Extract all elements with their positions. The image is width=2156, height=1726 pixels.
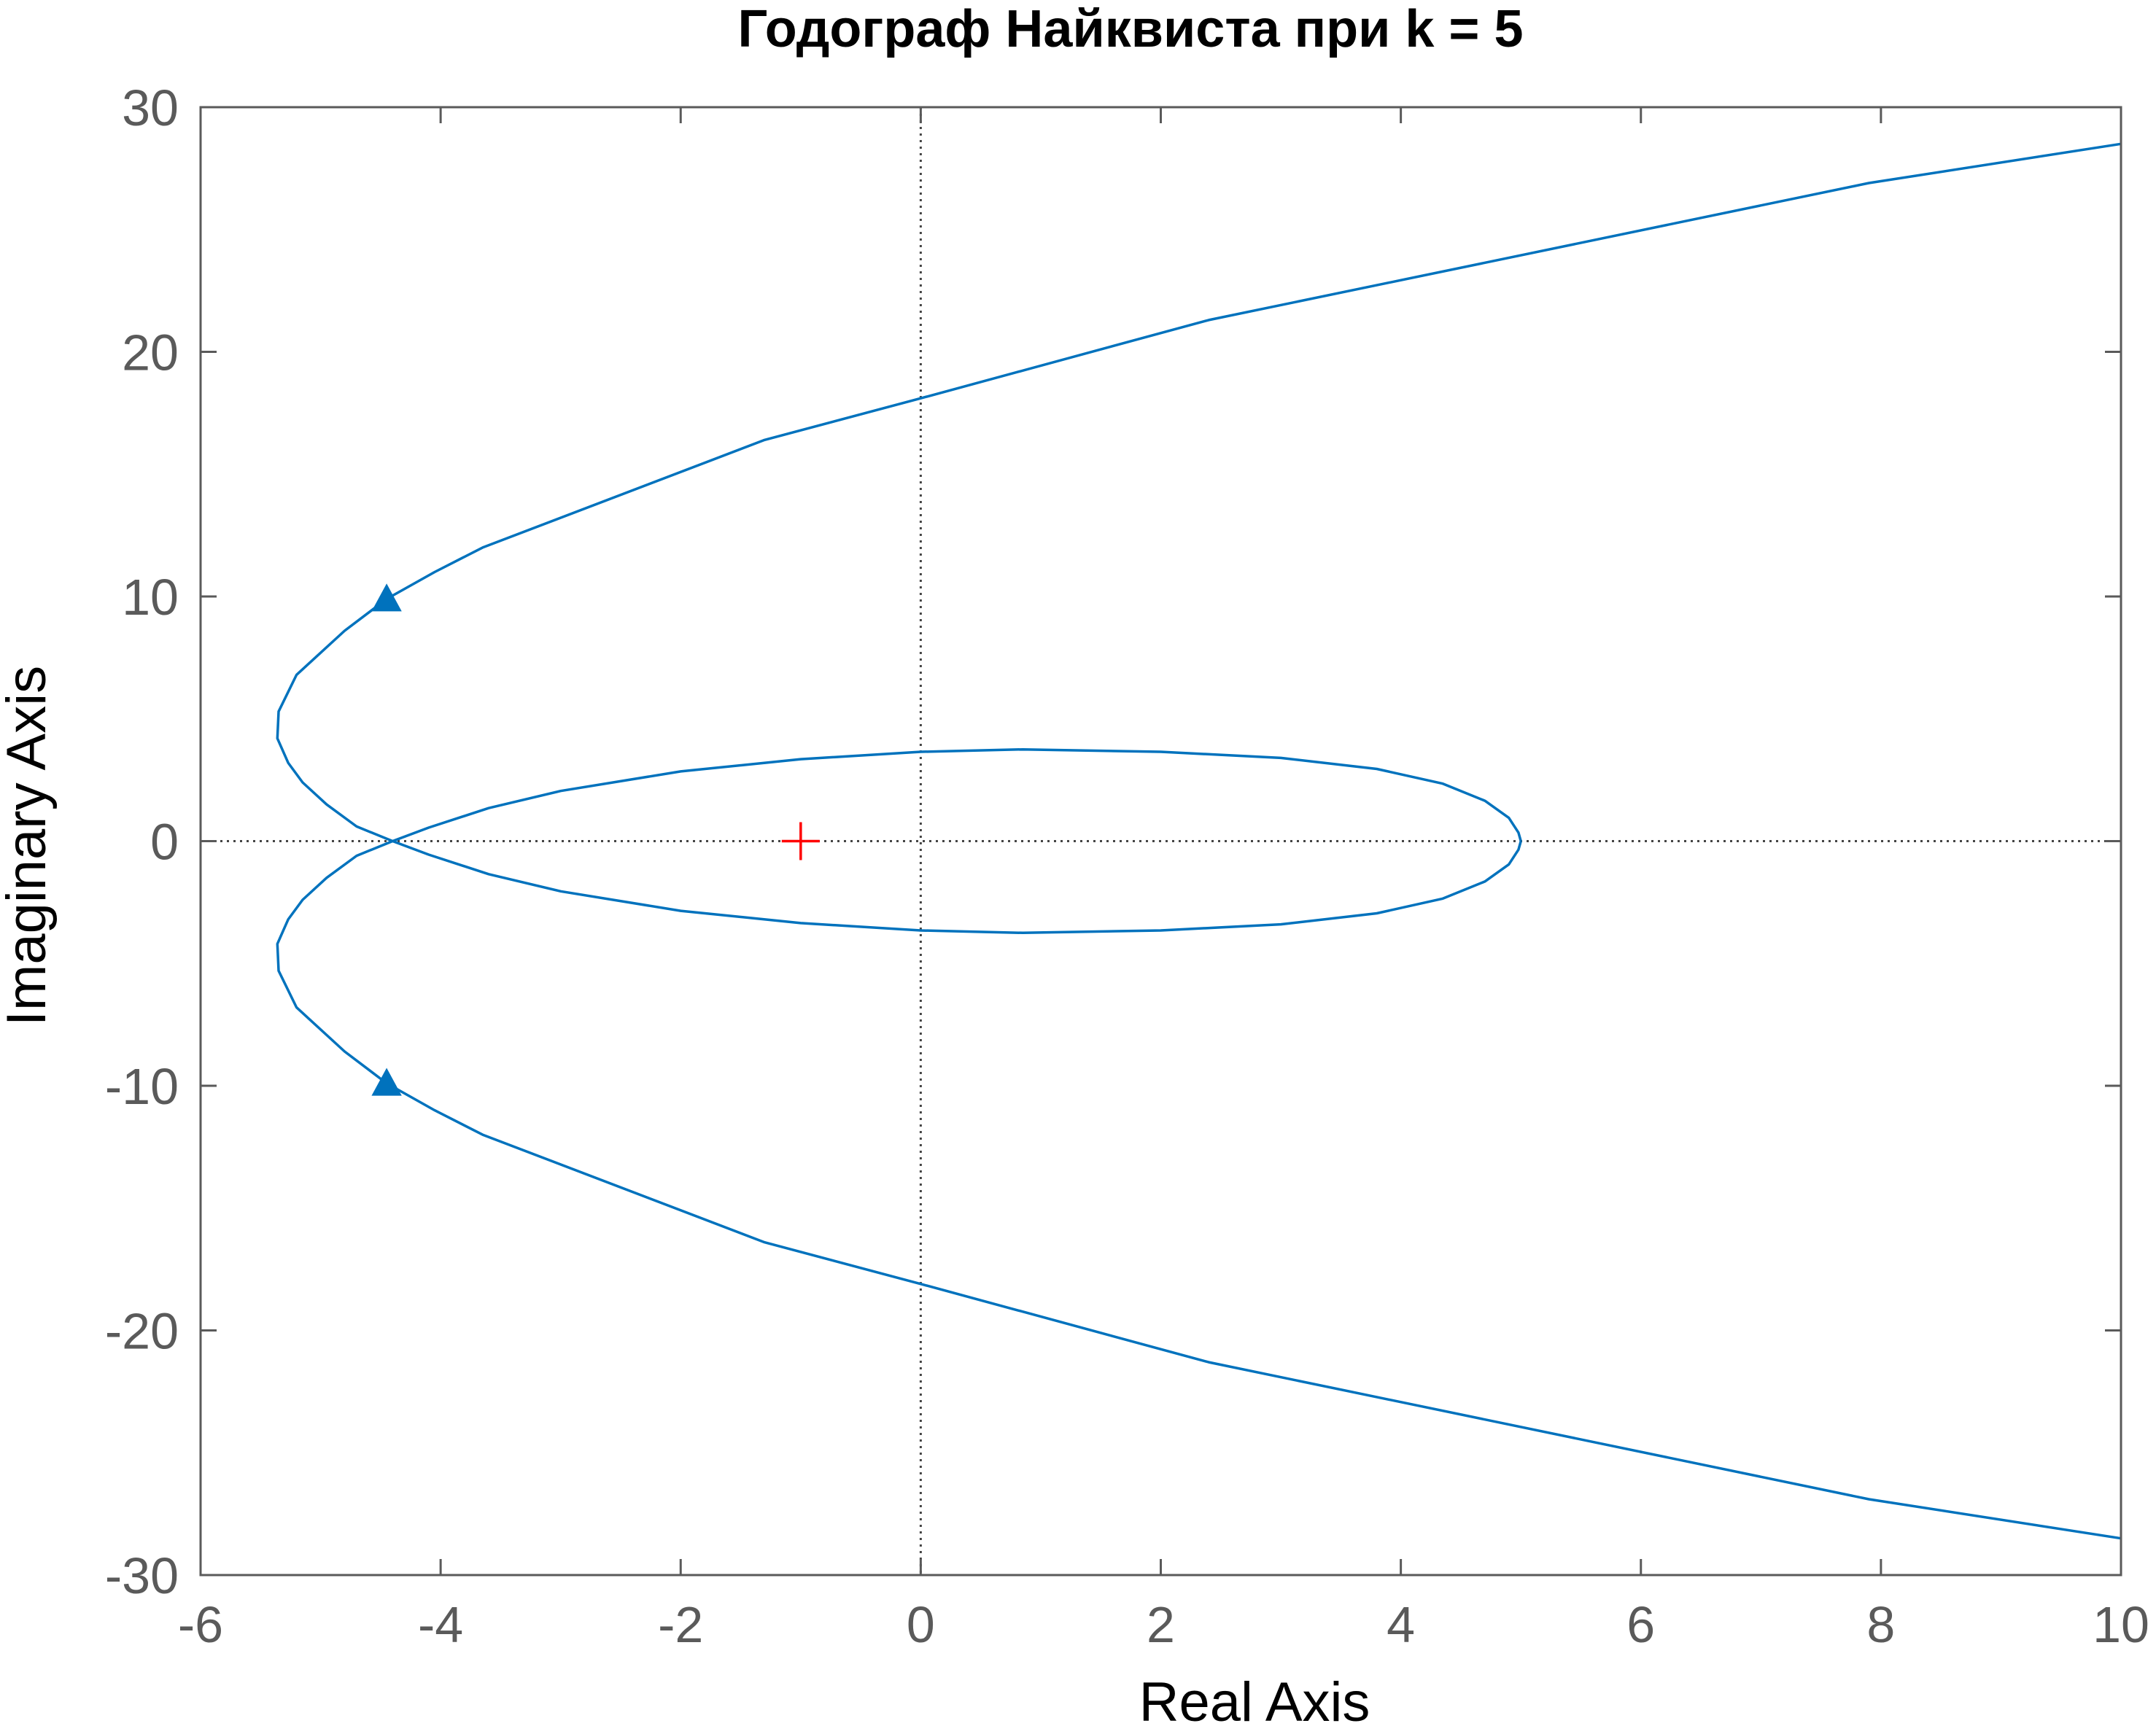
nyquist-curves xyxy=(276,142,2122,1540)
y-tick-label: -30 xyxy=(105,1547,179,1604)
x-tick-label: 10 xyxy=(2093,1596,2149,1653)
x-tick-label: 2 xyxy=(1147,1596,1175,1653)
x-tick-label: 4 xyxy=(1387,1596,1415,1653)
x-tick-label: 0 xyxy=(907,1596,935,1653)
y-tick-label: 30 xyxy=(122,79,179,136)
chart-markers xyxy=(371,583,820,1096)
y-tick-label: -20 xyxy=(105,1303,179,1360)
x-tick-labels: -6 -4 -2 0 2 4 6 8 10 xyxy=(178,1596,2149,1653)
zero-lines xyxy=(201,107,2121,1575)
plot-frame xyxy=(199,106,2122,1577)
plot-area xyxy=(199,106,2122,1577)
critical-point-marker xyxy=(781,822,820,860)
x-tick-label: -2 xyxy=(658,1596,703,1653)
y-tick-labels: -30 -20 -10 0 10 20 30 xyxy=(105,79,179,1604)
x-axis-label: Real Axis xyxy=(1139,1671,1370,1726)
x-tick-label: -6 xyxy=(178,1596,223,1653)
x-tick-label: 8 xyxy=(1866,1596,1895,1653)
x-tick-label: -4 xyxy=(418,1596,463,1653)
y-tick-label: 10 xyxy=(122,569,179,626)
y-tick-label: 0 xyxy=(150,814,179,871)
direction-arrow-marker xyxy=(371,583,402,612)
chart-title: Годограф Найквиста при k = 5 xyxy=(737,0,1523,58)
y-tick-label: -10 xyxy=(105,1058,179,1115)
y-axis-label: Imaginary Axis xyxy=(0,666,58,1026)
nyquist-curve-negative xyxy=(276,747,2122,1540)
x-tick-label: 6 xyxy=(1626,1596,1655,1653)
nyquist-curve-positive xyxy=(276,142,2122,935)
direction-arrow-marker xyxy=(371,1068,402,1096)
y-tick-label: 20 xyxy=(122,324,179,381)
